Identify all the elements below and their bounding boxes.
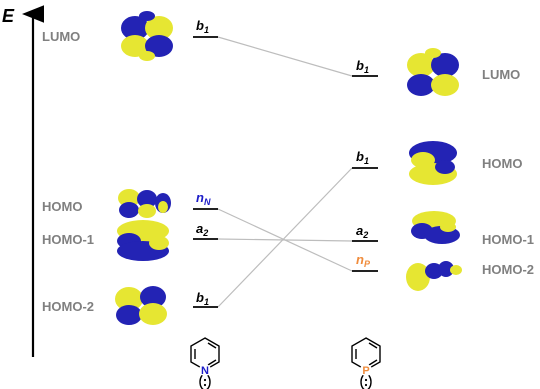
left-homo1-orbital-icon	[117, 220, 169, 261]
right-levels	[352, 75, 378, 272]
left-lumo-orbital-icon	[121, 11, 173, 61]
right-lumo-orbital-icon	[407, 48, 459, 96]
right-homo-label: HOMO	[482, 156, 523, 171]
connector-lumo	[217, 36, 353, 77]
left-levels	[193, 36, 218, 308]
connector-homo1-a2	[217, 238, 353, 242]
right-homo1-symmetry: a2	[356, 223, 369, 240]
right-homo-orbital-icon	[409, 141, 457, 185]
energy-axis-label: E	[2, 6, 15, 26]
pyridine-atom-label: N	[201, 365, 209, 377]
right-lumo-label: LUMO	[482, 67, 521, 82]
left-homo-symmetry: nN	[196, 190, 211, 207]
pyridine-structure	[190, 337, 220, 389]
left-lumo-symmetry: b1	[196, 18, 209, 35]
left-homo2-orbital-icon	[115, 286, 167, 325]
phosphinine-structure	[351, 337, 381, 389]
left-homo1-label: HOMO-1	[42, 232, 94, 247]
left-homo1-symmetry: a2	[196, 221, 209, 238]
left-lumo-label: LUMO	[42, 29, 81, 44]
right-homo1-orbital-icon	[411, 211, 460, 244]
right-homo2-orbital-icon	[406, 261, 462, 291]
right-homo2-label: HOMO-2	[482, 262, 534, 277]
right-homo-symmetry: b1	[356, 149, 369, 166]
phosphinine-atom-label: P	[362, 365, 369, 377]
connector-lines	[217, 36, 353, 308]
right-homo2-symmetry: nP	[356, 252, 370, 269]
left-homo2-symmetry: b1	[196, 290, 209, 307]
left-homo2-label: HOMO-2	[42, 299, 94, 314]
right-lumo-symmetry: b1	[356, 58, 369, 75]
connector-homo2-b1	[217, 167, 353, 308]
left-homo-orbital-icon	[118, 189, 171, 218]
right-homo1-label: HOMO-1	[482, 232, 534, 247]
left-homo-label: HOMO	[42, 199, 83, 214]
